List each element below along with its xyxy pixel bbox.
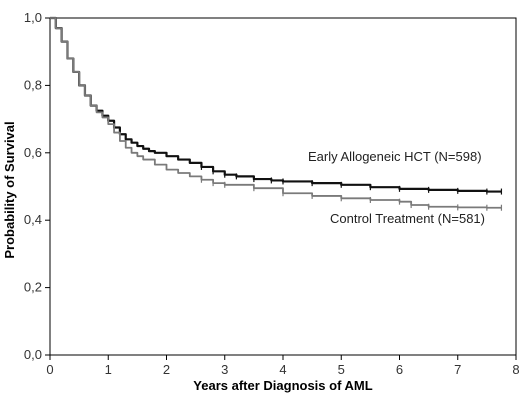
plot-area: 0 1 2 3 4 5 6 7 8 0,0 0,2 0,4 0,6 0,8 1,0 [24, 10, 520, 377]
plot-frame [49, 17, 517, 356]
x-tick-label: 8 [512, 362, 519, 377]
y-axis-label: Probability of Survival [2, 121, 17, 258]
x-tick-label: 2 [163, 362, 170, 377]
y-tick-label: 0,2 [24, 280, 42, 295]
y-tick-label: 0,8 [24, 77, 42, 92]
series-line-hct [50, 16, 502, 193]
x-tick-label: 5 [338, 362, 345, 377]
series-line-control [50, 17, 502, 209]
series-label-hct: Early Allogeneic HCT (N=598) [308, 149, 482, 164]
x-axis-label: Years after Diagnosis of AML [193, 378, 372, 393]
x-tick-label: 7 [454, 362, 461, 377]
x-tick-label: 1 [105, 362, 112, 377]
x-tick-label: 4 [279, 362, 286, 377]
x-tick-label: 6 [396, 362, 403, 377]
y-tick-label: 0,0 [24, 347, 42, 362]
x-tick-label: 0 [46, 362, 53, 377]
series-label-control: Control Treatment (N=581) [330, 211, 485, 226]
x-tick-label: 3 [221, 362, 228, 377]
y-axis-title: Probability of Survival [2, 121, 17, 258]
y-tick-label: 0,4 [24, 212, 42, 227]
y-tick-label: 0,6 [24, 145, 42, 160]
y-tick-label: 1,0 [24, 10, 42, 25]
